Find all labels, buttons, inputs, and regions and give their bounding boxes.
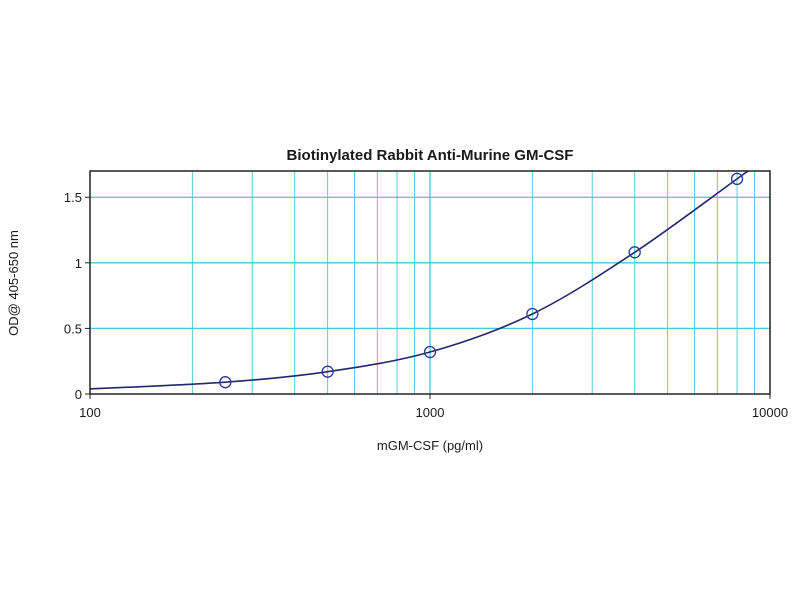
fit-curve-layer	[90, 171, 750, 390]
y-tick-label: 1.5	[64, 190, 82, 205]
axis-ticks: 100 1000 10000 0 0.5 1 1.5	[64, 190, 788, 420]
data-point	[423, 345, 437, 359]
x-axis-label: mGM-CSF (pg/ml)	[377, 438, 483, 453]
y-tick-label: 0.5	[64, 321, 82, 336]
chart-title: Biotinylated Rabbit Anti-Murine GM-CSF	[287, 147, 574, 164]
data-point	[730, 172, 744, 186]
data-point	[321, 365, 334, 378]
y-axis-label: OD@ 405-650 nm	[6, 230, 21, 336]
data-point	[219, 376, 232, 389]
data-points	[219, 172, 744, 389]
fit-curve	[90, 171, 750, 390]
x-tick-label: 10000	[752, 405, 788, 420]
data-point	[526, 307, 539, 321]
gridlines	[90, 171, 770, 394]
data-point	[628, 246, 641, 259]
y-tick-label: 0	[75, 387, 82, 402]
y-tick-label: 1	[75, 256, 82, 271]
x-tick-label: 100	[79, 405, 101, 420]
x-tick-label: 1000	[416, 405, 445, 420]
